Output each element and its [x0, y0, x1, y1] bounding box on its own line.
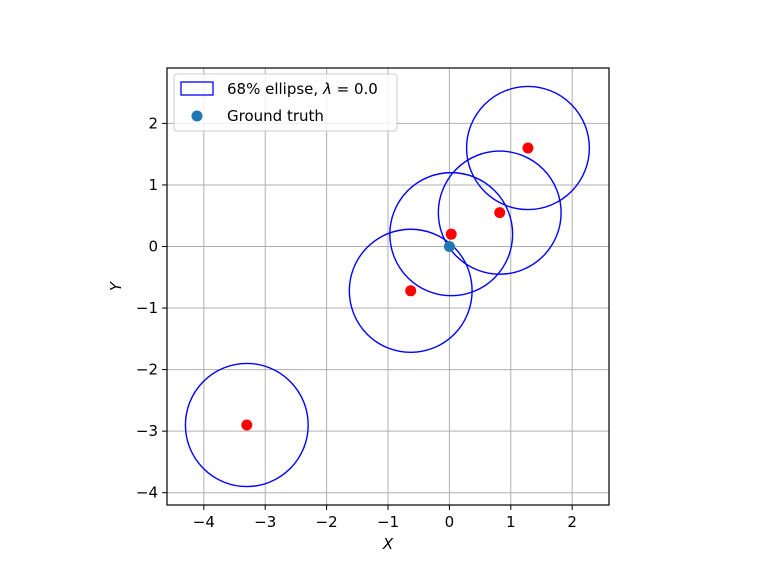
confidence-ellipse [389, 171, 514, 297]
confidence-ellipse [437, 150, 562, 275]
x-tick-label: −3 [254, 513, 276, 531]
y-tick-label: −3 [136, 422, 158, 440]
y-tick-label: 2 [148, 114, 158, 132]
x-tick-label: −2 [316, 513, 338, 531]
axis-ticks: −4 −3 −2 −1 0 1 2 −4 −3 −2 −1 0 1 2 [136, 114, 577, 531]
y-tick-label: −1 [136, 299, 158, 317]
estimate-point [241, 419, 253, 431]
x-tick-label: 2 [567, 513, 577, 531]
ellipses [184, 85, 591, 488]
y-tick-label: 1 [148, 176, 158, 194]
legend: 68% ellipse, λ = 0.0 Ground truth [173, 73, 398, 132]
legend-box [173, 73, 398, 132]
confidence-ellipse [184, 362, 309, 488]
confidence-ellipse [348, 228, 473, 354]
x-tick-label: −1 [377, 513, 399, 531]
legend-ground-truth-marker [191, 110, 203, 122]
x-tick-label: 1 [506, 513, 516, 531]
x-axis-label: X [382, 535, 394, 553]
x-tick-label: 0 [445, 513, 455, 531]
data-points [241, 142, 534, 431]
legend-ground-truth-label: Ground truth [227, 107, 324, 125]
ground-truth-point [443, 240, 455, 252]
x-tick-label: −4 [193, 513, 215, 531]
y-tick-label: 0 [148, 237, 158, 255]
confidence-ellipse [465, 85, 591, 211]
legend-ellipse-label: 68% ellipse, λ = 0.0 [227, 80, 378, 98]
legend-ellipse-prefix: 68% ellipse, [227, 80, 323, 98]
y-tick-label: −4 [136, 484, 158, 502]
y-tick-label: −2 [136, 361, 158, 379]
legend-ellipse-symbol: λ [322, 80, 332, 98]
grid [167, 68, 609, 505]
estimate-point [494, 207, 506, 219]
estimate-point [405, 285, 417, 297]
estimate-point [522, 142, 534, 154]
legend-ellipse-suffix: = 0.0 [332, 80, 378, 98]
legend-ellipse-swatch [180, 81, 214, 96]
estimate-point [445, 228, 457, 240]
y-axis-label: Y [107, 280, 125, 291]
